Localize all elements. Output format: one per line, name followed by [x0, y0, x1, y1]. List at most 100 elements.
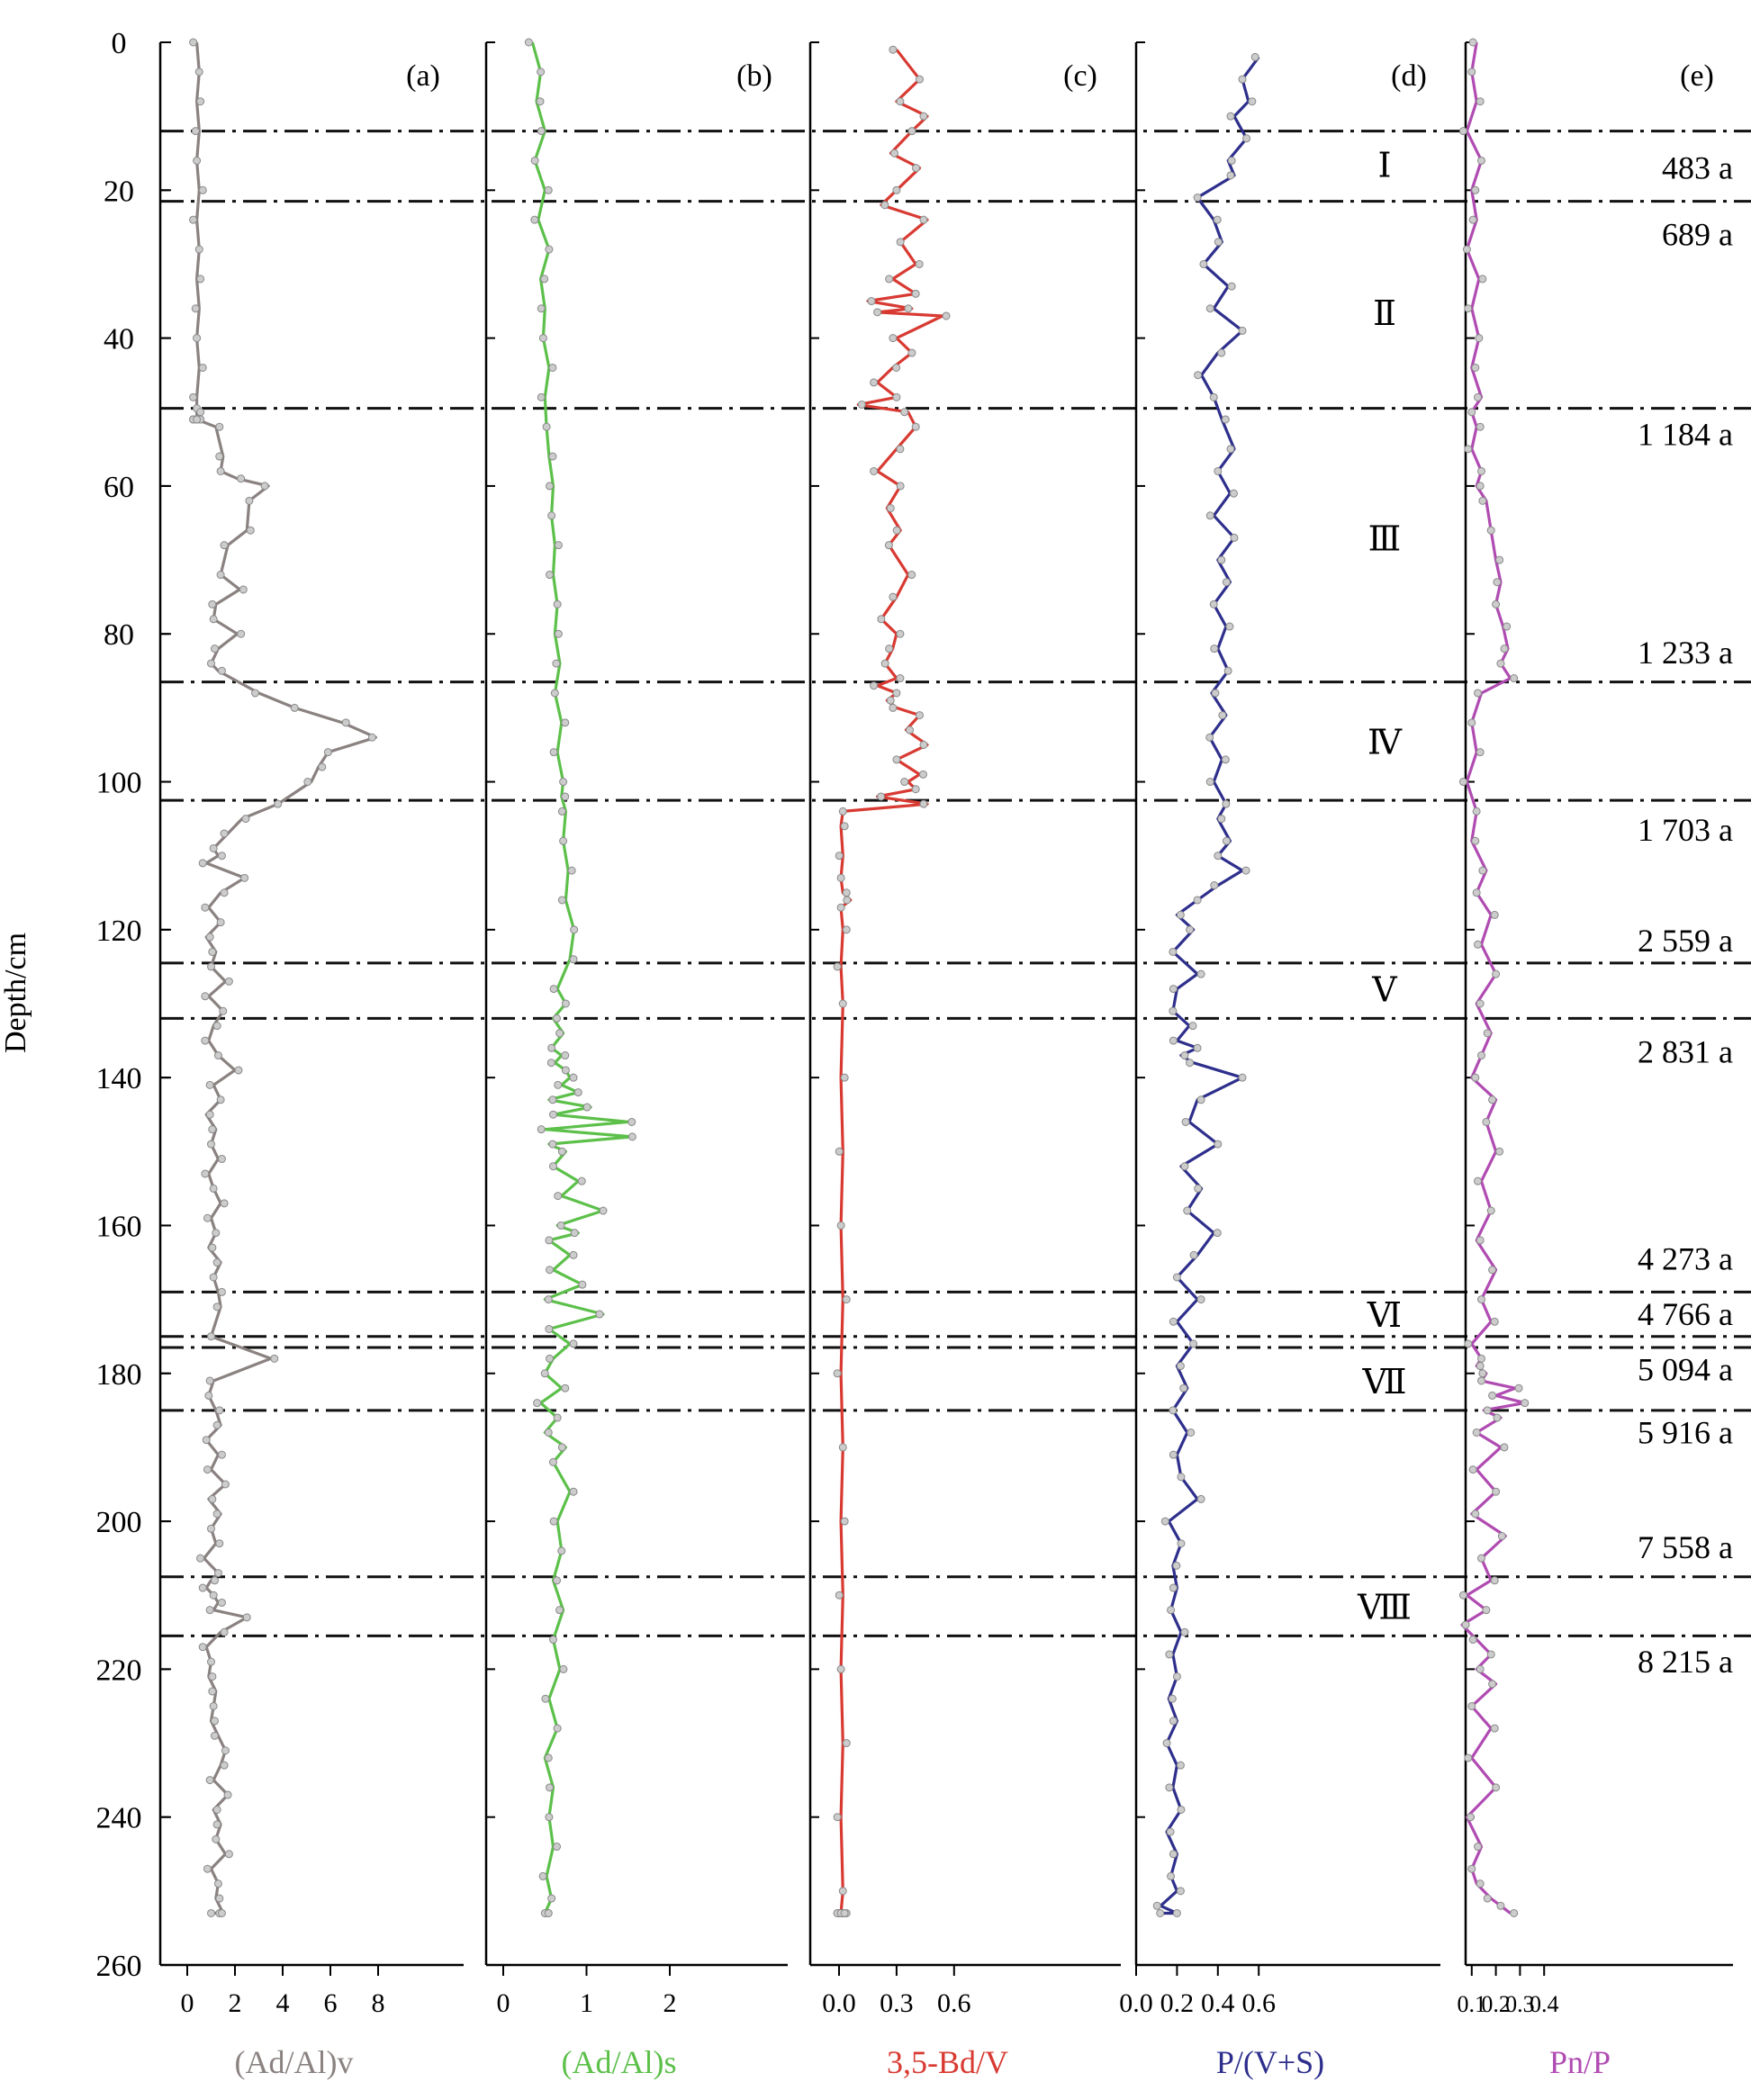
data-point — [1468, 215, 1477, 224]
data-point — [217, 1598, 226, 1607]
x-tick-label: 0.0 — [1119, 1988, 1153, 2018]
x-axis-label: Pn/P — [1549, 2044, 1611, 2080]
data-point — [1238, 326, 1247, 335]
age-label: 689 a — [1662, 217, 1733, 253]
data-point — [213, 1051, 222, 1060]
data-point — [1209, 599, 1218, 608]
depth-tick-label: 160 — [96, 1210, 142, 1243]
data-point — [892, 526, 901, 535]
data-point — [217, 1155, 226, 1164]
x-tick-label: 0.4 — [1530, 1991, 1559, 2017]
data-point — [886, 696, 895, 705]
series-line — [839, 49, 944, 1915]
x-tick-label: 0.2 — [1160, 1988, 1195, 2018]
data-point — [194, 245, 203, 254]
data-point — [1214, 466, 1223, 475]
x-tick-label: 0.1 — [1458, 1991, 1487, 2017]
age-label: 7 558 a — [1638, 1529, 1733, 1565]
x-axis-label: P/(V+S) — [1216, 2044, 1324, 2080]
zone-label: Ⅰ — [1377, 148, 1391, 185]
data-point — [1194, 371, 1203, 380]
data-point — [835, 1147, 844, 1156]
data-point — [896, 674, 905, 683]
data-point — [546, 571, 554, 580]
data-point — [900, 408, 909, 417]
zone-label: Ⅶ — [1361, 1364, 1406, 1402]
data-point — [1214, 852, 1223, 861]
data-point — [220, 1627, 229, 1636]
data-point — [1217, 348, 1226, 357]
data-point — [1493, 1413, 1502, 1422]
data-point — [885, 644, 894, 653]
data-point — [208, 947, 217, 956]
data-point — [1189, 1250, 1198, 1259]
depth-tick-label: 40 — [104, 323, 134, 356]
data-point — [554, 1192, 563, 1201]
data-point — [896, 629, 905, 638]
x-axis-label: (Ad/Al)s — [562, 2044, 677, 2080]
data-point — [911, 289, 920, 298]
data-point — [556, 1221, 565, 1230]
data-point — [216, 466, 225, 475]
data-point — [582, 1103, 591, 1112]
x-tick-label: 8 — [372, 1988, 385, 2018]
data-point — [1476, 422, 1485, 431]
data-point — [198, 185, 207, 194]
data-point — [1214, 1140, 1223, 1149]
data-point — [547, 511, 556, 520]
panel-c: 0.0 0.3 0.6 3,5-Bd/V (c) — [808, 41, 1121, 2080]
data-point — [193, 334, 202, 343]
data-point — [1467, 1701, 1476, 1710]
data-point — [1478, 496, 1487, 505]
data-point — [205, 1080, 214, 1089]
age-label: 5 916 a — [1638, 1414, 1733, 1450]
data-point — [1514, 1383, 1523, 1392]
data-point — [553, 1576, 561, 1585]
x-tick-label: 0.0 — [822, 1988, 856, 2018]
data-point — [569, 1339, 578, 1348]
data-point — [323, 748, 332, 757]
data-point — [548, 452, 557, 461]
data-point — [205, 1110, 214, 1119]
data-point — [542, 422, 551, 431]
data-point — [842, 925, 851, 934]
data-point — [212, 1510, 221, 1519]
panel-a: 0 2 4 6 8 (Ad/Al)v (a) — [158, 38, 464, 2080]
data-point — [245, 496, 254, 505]
data-point — [193, 415, 202, 424]
data-point — [1166, 1827, 1175, 1836]
data-point — [211, 1576, 219, 1585]
data-point — [1510, 674, 1519, 683]
x-tick-label: 2 — [663, 1988, 677, 2018]
data-point — [1223, 666, 1232, 675]
data-point — [1186, 1059, 1195, 1068]
data-point — [857, 401, 866, 410]
data-point — [549, 1110, 557, 1119]
data-point — [1496, 1901, 1505, 1910]
data-point — [224, 1850, 233, 1859]
depth-tick-label: 0 — [112, 27, 127, 60]
data-point — [237, 629, 246, 638]
data-point — [189, 215, 198, 224]
data-point — [840, 1908, 849, 1917]
data-point — [1468, 1636, 1477, 1645]
data-point — [577, 1176, 586, 1185]
data-point — [1230, 533, 1239, 542]
data-point — [1492, 599, 1501, 608]
data-point — [836, 903, 845, 912]
data-point — [889, 592, 898, 601]
data-point — [1167, 1606, 1176, 1615]
data-point — [1196, 969, 1205, 978]
data-point — [212, 1820, 221, 1829]
data-point — [201, 1036, 210, 1045]
depth-tick-label: 80 — [104, 618, 134, 652]
data-point — [842, 888, 851, 897]
x-tick-label: 0.4 — [1201, 1988, 1235, 2018]
data-point — [1486, 526, 1495, 535]
data-point — [547, 1894, 556, 1903]
data-point — [208, 1125, 217, 1134]
data-point — [1497, 1532, 1506, 1541]
data-point — [1213, 1229, 1222, 1238]
data-point — [896, 238, 905, 247]
data-point — [1218, 711, 1227, 720]
